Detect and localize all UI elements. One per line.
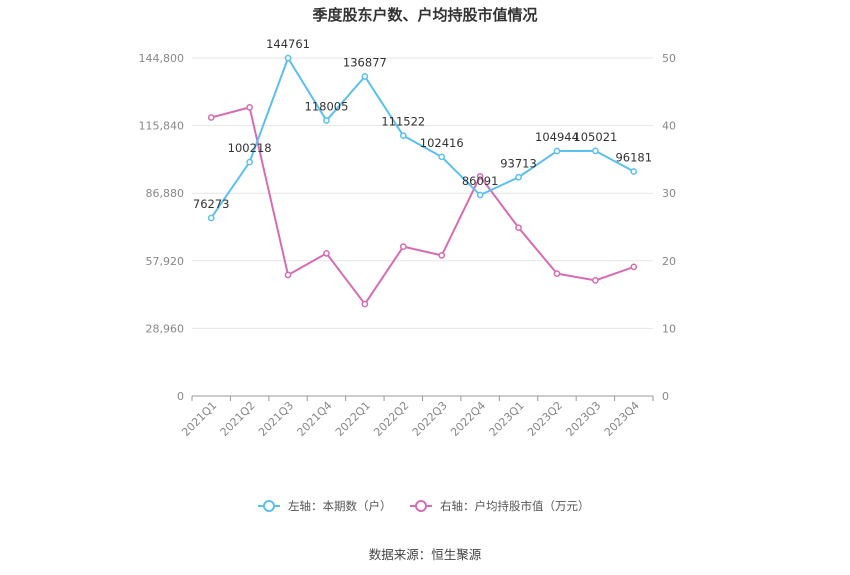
data-point[interactable] <box>399 243 407 250</box>
data-point[interactable] <box>361 300 369 308</box>
data-label: 100218 <box>228 141 272 155</box>
x-tick-label: 2022Q2 <box>371 399 411 439</box>
left-tick-label: 57,920 <box>146 255 185 268</box>
axes <box>191 395 654 401</box>
right-tick-label: 40 <box>662 120 676 133</box>
x-tick-label: 2021Q4 <box>295 399 335 439</box>
data-point[interactable] <box>553 147 561 155</box>
left-axis-ticks: 0 28,960 57,920 86,880 115,840 144,800 <box>139 52 185 403</box>
x-tick-label: 2021Q3 <box>256 399 296 439</box>
data-label: 144761 <box>266 37 310 51</box>
legend-label: 右轴：户均持股市值（万元） <box>440 499 590 513</box>
right-tick-label: 50 <box>662 52 676 65</box>
data-label: 111522 <box>381 115 425 129</box>
left-tick-label: 115,840 <box>139 120 185 133</box>
x-tick-label: 2022Q3 <box>410 399 450 439</box>
data-label: 96181 <box>615 150 652 164</box>
chart-title: 季度股东户数、户均持股市值情况 <box>312 6 537 24</box>
data-point[interactable] <box>592 277 599 284</box>
x-axis-ticks: 2021Q12021Q22021Q32021Q42022Q12022Q22022… <box>179 399 642 439</box>
x-tick-label: 2022Q4 <box>448 399 488 439</box>
right-tick-label: 30 <box>662 187 676 200</box>
legend-item[interactable]: 右轴：户均持股市值（万元） <box>410 499 590 513</box>
data-point[interactable] <box>515 173 522 181</box>
legend-label: 左轴：本期数（户） <box>288 499 392 513</box>
left-tick-label: 28,960 <box>146 322 185 335</box>
right-axis-ticks: 0 10 20 30 40 50 <box>662 52 676 403</box>
data-point[interactable] <box>438 252 446 259</box>
data-point[interactable] <box>323 250 330 257</box>
data-label: 102416 <box>420 136 464 150</box>
data-labels: 76273 100218 144761 118005 136877 111522 10241… <box>193 37 652 211</box>
data-point[interactable] <box>630 168 638 175</box>
series-left-axis <box>207 54 638 222</box>
data-point[interactable] <box>438 153 446 161</box>
data-label: 118005 <box>305 100 349 114</box>
series-line <box>210 57 635 219</box>
data-point[interactable] <box>399 132 407 140</box>
data-point[interactable] <box>476 191 484 199</box>
data-point[interactable] <box>553 270 561 277</box>
x-tick-label: 2023Q2 <box>525 399 565 439</box>
data-point[interactable] <box>476 172 484 180</box>
gridlines <box>192 57 653 329</box>
data-label: 76273 <box>193 197 230 211</box>
data-label: 104944 <box>535 130 579 144</box>
x-tick-label: 2021Q1 <box>179 399 219 439</box>
data-point[interactable] <box>246 158 253 166</box>
data-point[interactable] <box>246 103 253 111</box>
x-tick-label: 2023Q1 <box>487 399 527 439</box>
data-point[interactable] <box>323 117 330 124</box>
legend-marker-icon <box>263 500 275 512</box>
series-layer <box>207 54 638 308</box>
series-line <box>210 106 635 306</box>
data-point[interactable] <box>284 54 292 62</box>
data-point[interactable] <box>515 224 522 232</box>
data-point[interactable] <box>361 73 369 80</box>
legend-item[interactable]: 左轴：本期数（户） <box>258 499 392 513</box>
left-tick-label: 0 <box>177 390 184 403</box>
x-tick-label: 2021Q2 <box>218 399 258 439</box>
right-tick-label: 20 <box>662 255 676 268</box>
legend[interactable]: 左轴：本期数（户） 右轴：户均持股市值（万元） <box>258 499 590 513</box>
data-point[interactable] <box>207 114 215 121</box>
data-point[interactable] <box>592 147 599 155</box>
data-label: 93713 <box>500 156 537 170</box>
data-label: 105021 <box>573 130 617 144</box>
x-tick-label: 2023Q3 <box>563 399 603 439</box>
x-tick-label: 2022Q1 <box>333 399 373 439</box>
data-label: 86091 <box>462 174 499 188</box>
left-tick-label: 86,880 <box>146 187 185 200</box>
right-tick-label: 10 <box>662 322 676 335</box>
data-point[interactable] <box>284 271 292 279</box>
data-point[interactable] <box>630 263 638 271</box>
series-right-axis <box>207 103 638 308</box>
data-source: 数据来源：恒生聚源 <box>369 547 482 562</box>
left-tick-label: 144,800 <box>139 52 185 65</box>
x-tick-label: 2023Q4 <box>602 399 642 439</box>
data-point[interactable] <box>207 214 215 222</box>
data-label: 136877 <box>343 55 387 69</box>
right-tick-label: 0 <box>662 390 669 403</box>
legend-marker-icon <box>415 500 427 512</box>
